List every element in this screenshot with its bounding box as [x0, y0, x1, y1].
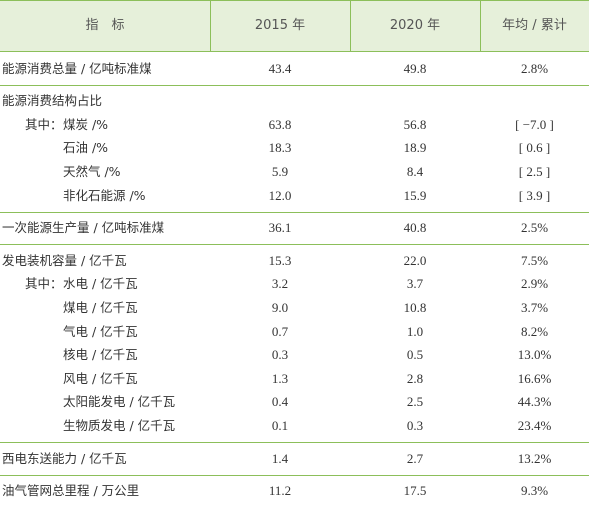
- row-value: 18.3: [268, 140, 292, 156]
- row-value: 22.0: [403, 252, 427, 268]
- row-value: 36.1: [268, 220, 292, 236]
- row-label: 核电 / 亿千瓦: [63, 347, 138, 363]
- row-label: 风电 / 亿千瓦: [63, 370, 138, 386]
- row-value: [ 0.6 ]: [518, 140, 551, 156]
- row-value: 0.1: [271, 417, 289, 433]
- row-value: 2.9%: [520, 276, 549, 292]
- row-value: 10.8: [403, 299, 427, 315]
- row-value: 2.5%: [520, 220, 549, 236]
- row-value: 11.2: [268, 483, 292, 499]
- header-cell: 2020 年: [389, 18, 441, 33]
- row-label: 气电 / 亿千瓦: [63, 323, 138, 339]
- row-value: 13.2%: [517, 450, 552, 466]
- row-separator: [0, 442, 589, 443]
- row-prefix: 其中：: [25, 116, 63, 132]
- row-separator: [0, 212, 589, 213]
- row-value: 44.3%: [517, 394, 552, 410]
- row-value: 3.7%: [520, 299, 549, 315]
- header-divider: [350, 1, 351, 51]
- table-header: 指 标 2015 年 2020 年 年均 / 累计: [0, 0, 589, 52]
- row-value: 16.6%: [517, 370, 552, 386]
- header-cell: 年均 / 累计: [502, 18, 567, 33]
- row-value: 2.7: [406, 450, 424, 466]
- row-value: 2.8: [406, 370, 424, 386]
- row-value: 9.0: [271, 299, 289, 315]
- row-value: 40.8: [403, 220, 427, 236]
- row-value: [ −7.0 ]: [515, 116, 554, 132]
- row-label: 能源消费结构占比: [2, 93, 103, 109]
- row-value: 18.9: [403, 140, 427, 156]
- row-label: 非化石能源 /%: [63, 187, 146, 203]
- row-value: 5.9: [271, 163, 289, 179]
- row-value: 23.4%: [517, 417, 552, 433]
- row-separator: [0, 475, 589, 476]
- row-value: 0.5: [406, 347, 424, 363]
- row-value: 12.0: [268, 187, 292, 203]
- row-value: 8.4: [406, 163, 424, 179]
- row-label: 太阳能发电 / 亿千瓦: [63, 394, 176, 410]
- row-value: [ 3.9 ]: [518, 187, 551, 203]
- row-value: 1.4: [271, 450, 289, 466]
- row-value: 2.8%: [520, 60, 549, 76]
- row-label: 水电 / 亿千瓦: [63, 276, 138, 292]
- row-value: 43.4: [268, 60, 292, 76]
- row-label: 煤炭 /%: [63, 116, 109, 132]
- row-prefix: 其中：: [25, 276, 63, 292]
- row-separator: [0, 85, 589, 86]
- header-cell: 指 标: [85, 18, 125, 33]
- row-value: 9.3%: [520, 483, 549, 499]
- row-value: 0.3: [406, 417, 424, 433]
- row-value: 3.7: [406, 276, 424, 292]
- row-value: 56.8: [403, 116, 427, 132]
- row-label: 天然气 /%: [63, 163, 121, 179]
- row-label: 一次能源生产量 / 亿吨标准煤: [2, 220, 165, 236]
- header-divider: [480, 1, 481, 51]
- row-label: 生物质发电 / 亿千瓦: [63, 417, 176, 433]
- row-value: 15.3: [268, 252, 292, 268]
- row-label: 石油 /%: [63, 140, 109, 156]
- row-value: 63.8: [268, 116, 292, 132]
- row-label: 油气管网总里程 / 万公里: [2, 483, 140, 499]
- row-label: 西电东送能力 / 亿千瓦: [2, 450, 127, 466]
- row-value: 8.2%: [520, 323, 549, 339]
- row-value: 0.3: [271, 347, 289, 363]
- row-separator: [0, 244, 589, 245]
- row-value: 1.0: [406, 323, 424, 339]
- row-value: 0.4: [271, 394, 289, 410]
- row-value: 7.5%: [520, 252, 549, 268]
- row-value: 3.2: [271, 276, 289, 292]
- header-divider: [210, 1, 211, 51]
- row-label: 煤电 / 亿千瓦: [63, 299, 138, 315]
- row-value: 13.0%: [517, 347, 552, 363]
- row-value: 17.5: [403, 483, 427, 499]
- row-label: 发电装机容量 / 亿千瓦: [2, 252, 127, 268]
- header-cell: 2015 年: [254, 18, 306, 33]
- row-value: 2.5: [406, 394, 424, 410]
- row-value: 49.8: [403, 60, 427, 76]
- row-value: [ 2.5 ]: [518, 163, 551, 179]
- row-value: 15.9: [403, 187, 427, 203]
- row-label: 能源消费总量 / 亿吨标准煤: [2, 60, 152, 76]
- row-value: 0.7: [271, 323, 289, 339]
- row-value: 1.3: [271, 370, 289, 386]
